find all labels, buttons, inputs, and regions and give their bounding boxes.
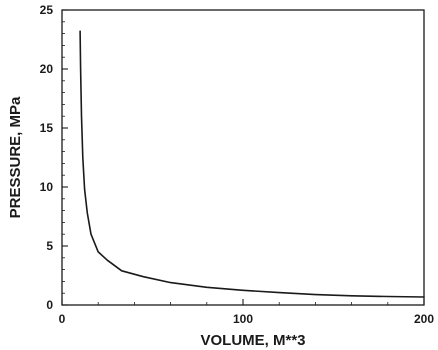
plot-area — [61, 9, 425, 306]
y-tick-label: 20 — [40, 62, 54, 76]
y-tick-label: 15 — [40, 121, 54, 135]
series-group — [79, 30, 425, 298]
x-tick-label: 200 — [414, 312, 434, 326]
x-tick-label: 100 — [233, 312, 253, 326]
y-tick-label: 0 — [46, 298, 53, 312]
x-axis-ticks: 0 100 200 — [59, 299, 434, 326]
y-tick-label: 25 — [40, 3, 54, 17]
y-tick-label: 5 — [46, 239, 53, 253]
plot-frame — [61, 9, 425, 306]
series-line — [79, 30, 425, 298]
y-axis-ticks: 0 5 10 15 20 25 — [40, 3, 68, 312]
x-axis-title: VOLUME, M**3 — [200, 332, 305, 349]
x-tick-label: 0 — [59, 312, 66, 326]
y-axis-title: PRESSURE, MPa — [7, 96, 24, 218]
y-tick-label: 10 — [40, 180, 54, 194]
